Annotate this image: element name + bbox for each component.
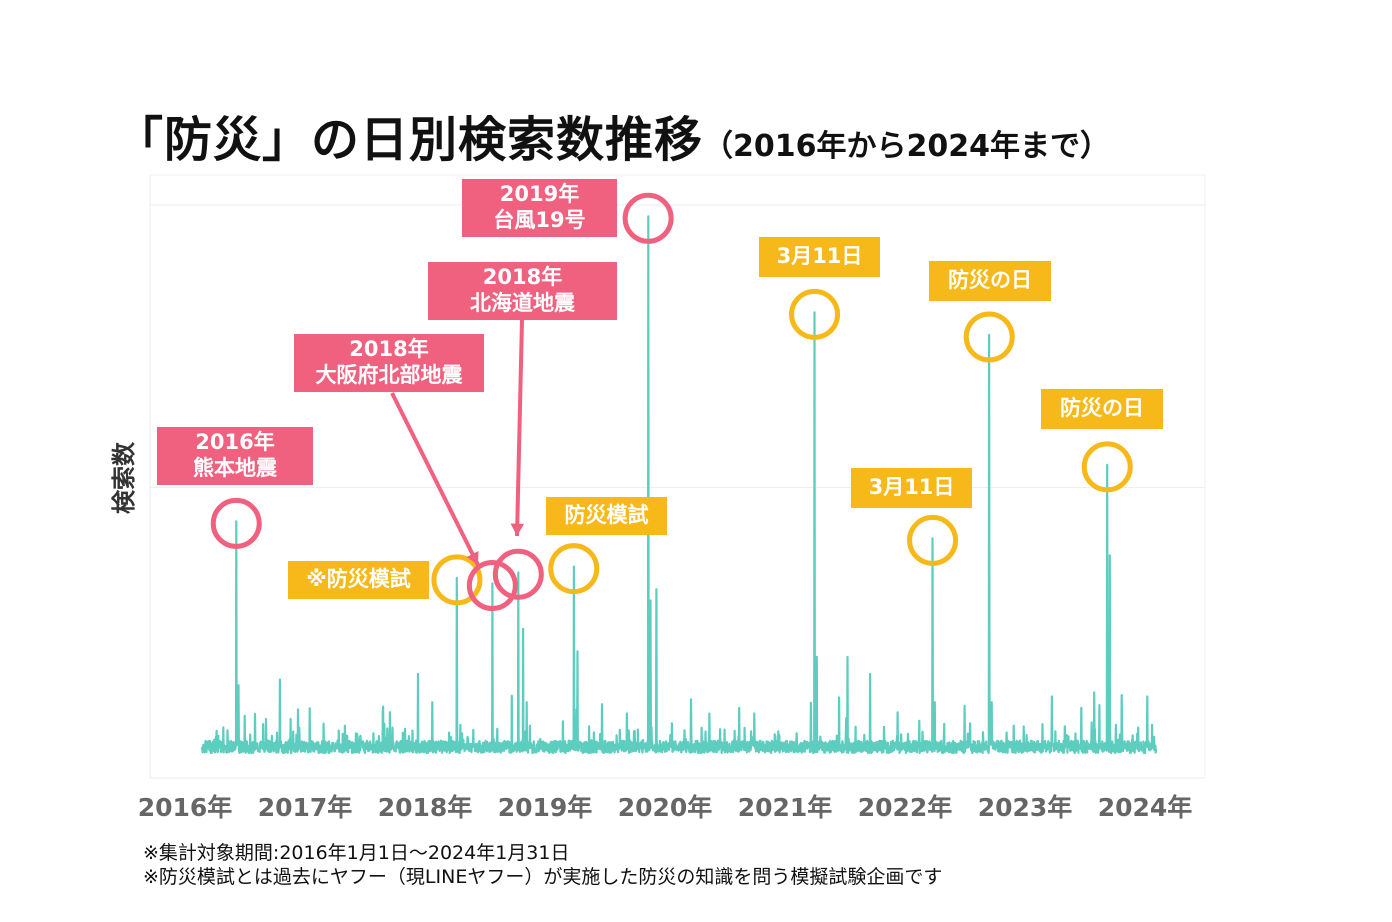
annotation-arrow	[515, 319, 524, 537]
search-volume-line	[200, 215, 1158, 755]
x-tick-label: 2016年	[138, 793, 233, 822]
annotation-box	[929, 261, 1051, 301]
annotation-arrowhead	[466, 551, 479, 565]
annotation-label: 3月11日	[777, 244, 863, 268]
annotation-label-line: 防災の日	[1060, 396, 1144, 420]
annotation-arrow	[390, 392, 480, 566]
chart-title-main: 「防災」の日別検索数推移	[115, 112, 704, 168]
x-tick-label: 2020年	[618, 793, 713, 822]
annotation-ring	[1081, 441, 1133, 493]
annotation-label-line: 2019年	[500, 182, 579, 206]
annotation-label: 2019年台風19号	[493, 182, 585, 232]
annotation-box	[851, 468, 972, 508]
annotation-label: 防災の日	[1060, 396, 1144, 420]
x-tick-label: 2017年	[258, 793, 353, 822]
annotation-label-line: 防災の日	[948, 268, 1032, 292]
annotation-label: 2018年大阪府北部地震	[316, 337, 464, 387]
annotation-box	[294, 334, 484, 392]
annotation-ring	[789, 288, 841, 340]
annotation-ring	[907, 514, 959, 566]
annotation-label: 防災模試	[565, 503, 649, 527]
annotation-label: 防災の日	[948, 268, 1032, 292]
annotation-label: ※防災模試	[306, 567, 410, 591]
annotation-label-line: 2016年	[195, 430, 274, 454]
x-tick-label: 2019年	[498, 793, 593, 822]
annotation-box	[546, 497, 667, 535]
annotation-box	[759, 237, 880, 277]
annotation-label-line: 熊本地震	[193, 456, 278, 480]
annotation-ring	[548, 543, 600, 595]
annotation-ring	[963, 311, 1015, 363]
annotation-box	[157, 427, 313, 485]
annotation-box	[288, 561, 429, 599]
annotation-ring	[210, 497, 262, 549]
annotation-label-line: 台風19号	[493, 208, 585, 232]
x-tick-label: 2021年	[738, 793, 833, 822]
footnote-mock-exam: ※防災模試とは過去にヤフー（現LINEヤフー）が実施した防災の知識を問う模擬試験…	[143, 866, 943, 888]
annotation-arrowhead	[510, 523, 524, 536]
annotation-label: 2018年北海道地震	[470, 265, 576, 315]
y-axis-label: 検索数	[110, 441, 138, 514]
x-tick-label: 2022年	[858, 793, 953, 822]
annotation-label: 3月11日	[869, 475, 955, 499]
x-tick-label: 2023年	[978, 793, 1073, 822]
chart-title: 「防災」の日別検索数推移（2016年から2024年まで）	[115, 100, 1110, 170]
annotation-label-line: 防災模試	[565, 503, 649, 527]
x-tick-label: 2018年	[378, 793, 473, 822]
annotation-ring	[431, 554, 483, 606]
annotation-label: 2016年熊本地震	[193, 430, 278, 480]
annotation-box	[462, 179, 617, 237]
annotation-ring	[466, 560, 518, 612]
footnote-period: ※集計対象期間:2016年1月1日〜2024年1月31日	[143, 842, 570, 864]
annotation-label-line: 北海道地震	[470, 291, 576, 315]
annotation-label-line: 大阪府北部地震	[316, 363, 464, 387]
annotation-label-line: 2018年	[349, 337, 428, 361]
annotation-label-line: ※防災模試	[306, 567, 410, 591]
annotation-ring	[492, 548, 544, 600]
chart-title-sub: （2016年から2024年まで）	[703, 129, 1111, 164]
annotation-box	[428, 262, 617, 320]
annotation-box	[1041, 389, 1163, 429]
x-tick-label: 2024年	[1098, 793, 1193, 822]
annotation-label-line: 3月11日	[777, 244, 863, 268]
annotation-ring	[622, 192, 674, 244]
annotation-label-line: 2018年	[483, 265, 562, 289]
annotation-label-line: 3月11日	[869, 475, 955, 499]
